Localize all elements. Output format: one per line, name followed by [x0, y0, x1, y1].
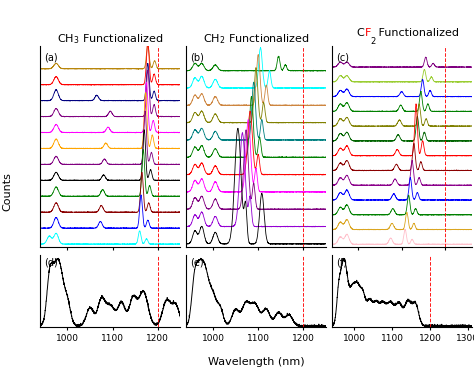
Title: $\mathregular{CH_2}$ Functionalized: $\mathregular{CH_2}$ Functionalized: [202, 32, 310, 46]
Text: F: F: [365, 28, 371, 38]
Text: Counts: Counts: [2, 172, 12, 211]
Text: Functionalized: Functionalized: [375, 28, 459, 38]
Text: (e): (e): [190, 257, 204, 267]
Text: (c): (c): [336, 52, 349, 62]
Text: (a): (a): [45, 52, 58, 62]
Text: (d): (d): [45, 257, 58, 267]
Text: Wavelength (nm): Wavelength (nm): [208, 357, 304, 367]
Text: 2: 2: [371, 37, 376, 46]
Text: C: C: [357, 28, 365, 38]
Text: (f): (f): [336, 257, 347, 267]
Text: (b): (b): [190, 52, 204, 62]
Title: $\mathregular{CH_3}$ Functionalized: $\mathregular{CH_3}$ Functionalized: [57, 32, 164, 46]
